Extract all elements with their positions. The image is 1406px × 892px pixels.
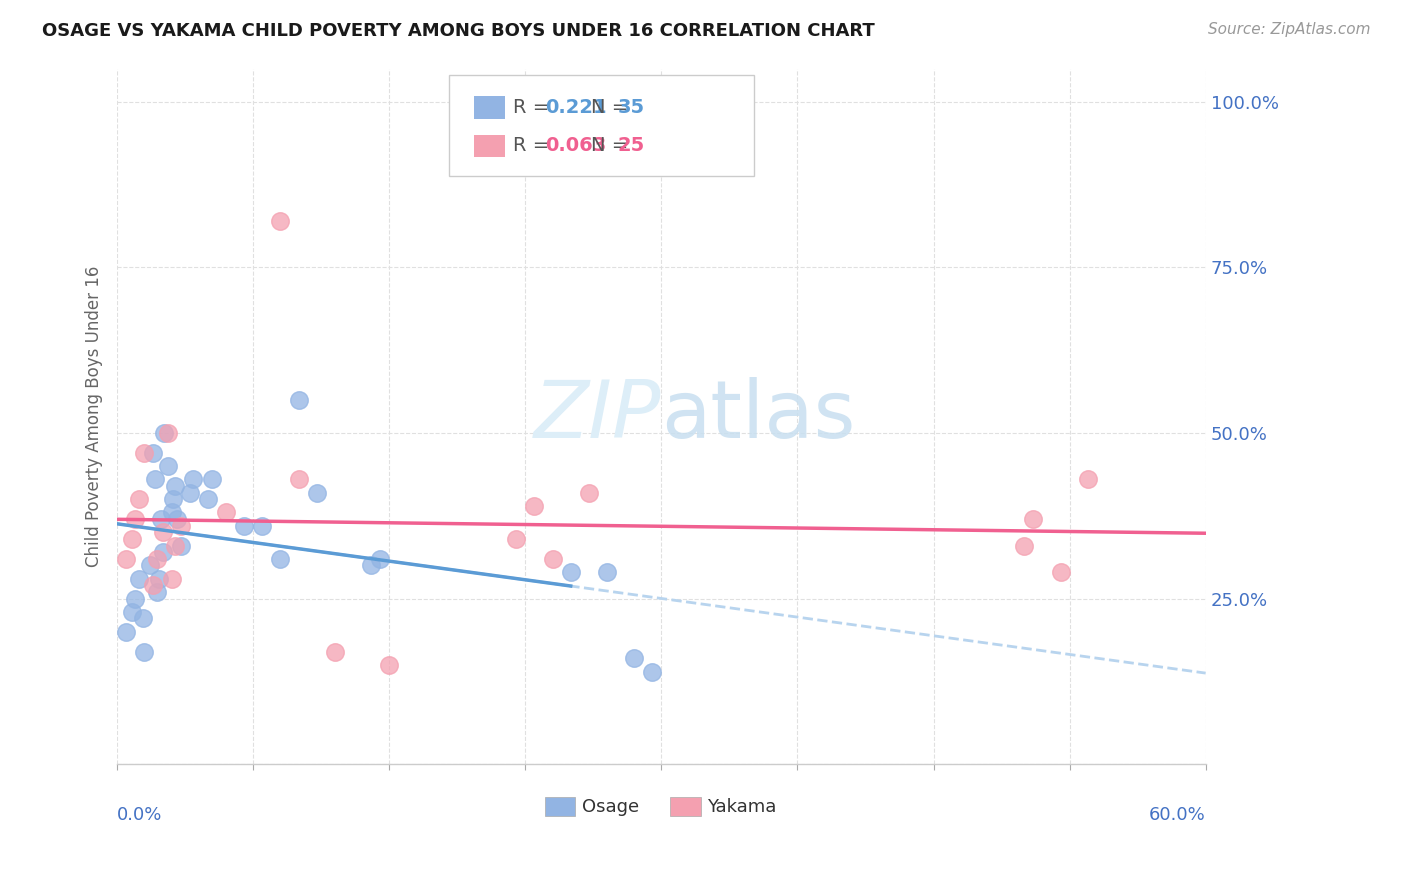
Point <box>134 645 156 659</box>
Point <box>305 485 328 500</box>
Point <box>252 518 274 533</box>
Point <box>124 512 146 526</box>
Point <box>166 512 188 526</box>
Point <box>124 591 146 606</box>
Text: ZIP: ZIP <box>534 377 661 456</box>
Point <box>152 545 174 559</box>
Point <box>128 572 150 586</box>
Text: 35: 35 <box>617 98 645 117</box>
Text: 0.063: 0.063 <box>546 136 606 155</box>
Point <box>578 485 600 500</box>
Point <box>156 425 179 440</box>
Point <box>128 492 150 507</box>
Point <box>142 446 165 460</box>
Point <box>170 539 193 553</box>
Y-axis label: Child Poverty Among Boys Under 16: Child Poverty Among Boys Under 16 <box>86 266 103 567</box>
Point <box>1077 472 1099 486</box>
FancyBboxPatch shape <box>671 797 700 816</box>
Point <box>121 532 143 546</box>
Point <box>160 506 183 520</box>
Point <box>200 472 222 486</box>
Text: 0.0%: 0.0% <box>117 806 163 824</box>
Point <box>165 479 187 493</box>
Point <box>197 492 219 507</box>
Text: R =: R = <box>513 98 555 117</box>
Text: Yakama: Yakama <box>707 798 776 816</box>
Point <box>560 565 582 579</box>
Point <box>162 492 184 507</box>
Point <box>641 665 664 679</box>
Point <box>170 518 193 533</box>
Point <box>233 518 256 533</box>
Point <box>160 572 183 586</box>
Point <box>179 485 201 500</box>
FancyBboxPatch shape <box>474 96 505 119</box>
Point <box>115 624 138 639</box>
Point <box>596 565 619 579</box>
Text: Source: ZipAtlas.com: Source: ZipAtlas.com <box>1208 22 1371 37</box>
Text: R =: R = <box>513 136 555 155</box>
Point <box>323 645 346 659</box>
Point <box>156 459 179 474</box>
Point <box>152 525 174 540</box>
Point <box>149 512 172 526</box>
Text: atlas: atlas <box>661 377 856 456</box>
Point <box>1012 539 1035 553</box>
Point <box>1022 512 1045 526</box>
Point <box>153 425 176 440</box>
Point <box>378 657 401 672</box>
Point <box>146 552 169 566</box>
Point <box>505 532 527 546</box>
FancyBboxPatch shape <box>474 135 505 157</box>
Text: N =: N = <box>591 98 634 117</box>
Point <box>139 558 162 573</box>
Point <box>287 472 309 486</box>
Point <box>134 446 156 460</box>
Point <box>541 552 564 566</box>
Text: N =: N = <box>591 136 634 155</box>
Point <box>143 472 166 486</box>
Point <box>148 572 170 586</box>
Point <box>269 214 291 228</box>
Point <box>183 472 205 486</box>
Point <box>368 552 391 566</box>
Text: 0.221: 0.221 <box>546 98 606 117</box>
Point <box>142 578 165 592</box>
Text: 60.0%: 60.0% <box>1149 806 1206 824</box>
FancyBboxPatch shape <box>546 797 575 816</box>
Point <box>269 552 291 566</box>
Point <box>1049 565 1071 579</box>
Point <box>623 651 645 665</box>
Point <box>121 605 143 619</box>
Point <box>115 552 138 566</box>
Point <box>360 558 382 573</box>
Point <box>165 539 187 553</box>
FancyBboxPatch shape <box>449 76 754 177</box>
Text: OSAGE VS YAKAMA CHILD POVERTY AMONG BOYS UNDER 16 CORRELATION CHART: OSAGE VS YAKAMA CHILD POVERTY AMONG BOYS… <box>42 22 875 40</box>
Point <box>523 499 546 513</box>
Point <box>131 611 153 625</box>
Point <box>215 506 238 520</box>
Text: 25: 25 <box>617 136 645 155</box>
Point <box>287 392 309 407</box>
Point <box>146 585 169 599</box>
Text: Osage: Osage <box>582 798 640 816</box>
